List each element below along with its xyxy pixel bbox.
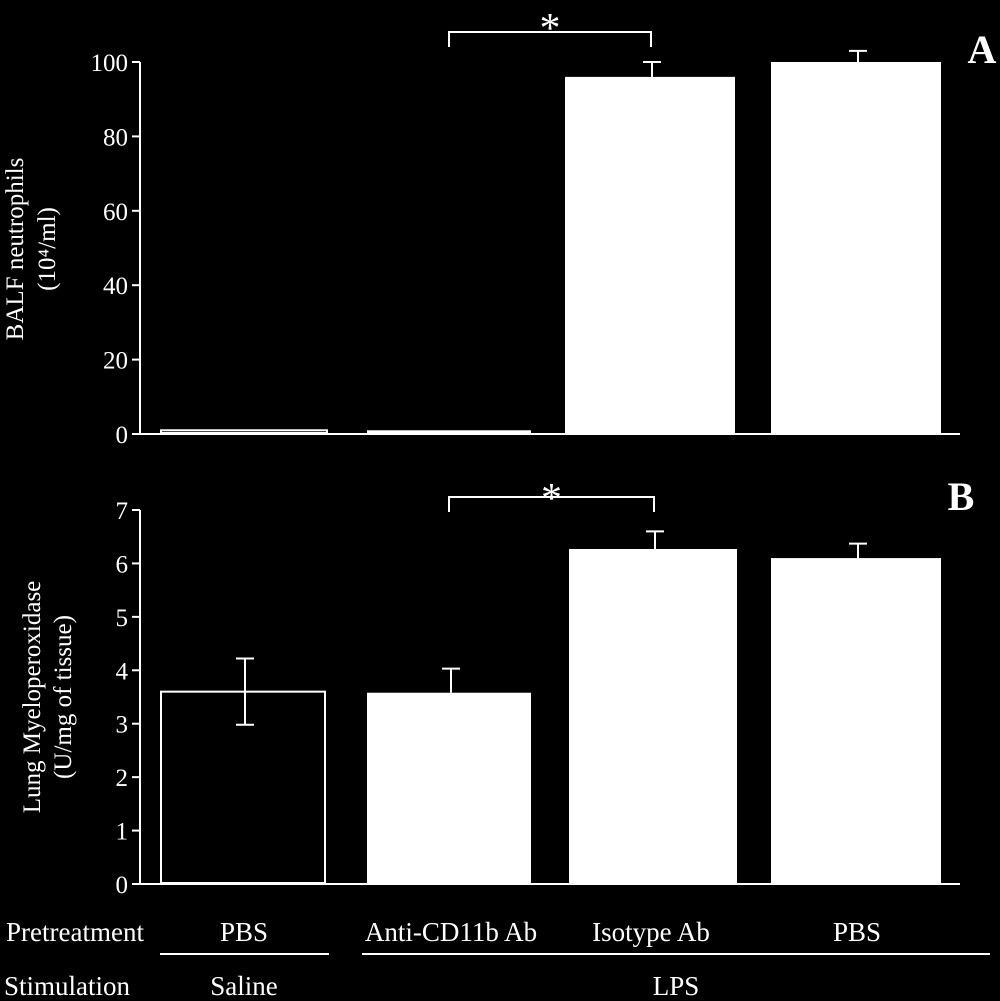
panel-b-ylabel-line2: (U/mg of tissue) bbox=[50, 615, 77, 779]
pretreatment-isotype: Isotype Ab bbox=[592, 917, 710, 947]
panel-a-bar-2 bbox=[367, 430, 531, 434]
panel-a-ytick-label: 60 bbox=[103, 199, 128, 226]
pretreatment-pbs-saline: PBS bbox=[220, 917, 268, 947]
panel-a-ytick-label: 80 bbox=[103, 124, 128, 151]
panel-b: Lung Myeloperoxidase (U/mg of tissue) B … bbox=[19, 474, 974, 899]
panel-b-significance-bracket bbox=[448, 496, 655, 512]
panel-b-ytick-label: 7 bbox=[116, 498, 129, 525]
panel-b-ytick-label: 6 bbox=[116, 551, 129, 578]
panel-a-significance-bracket bbox=[448, 31, 652, 47]
stimulation-row-label: Stimulation bbox=[4, 971, 131, 1001]
panel-b-ytick-label: 0 bbox=[116, 872, 129, 899]
panel-a-label: A bbox=[968, 27, 997, 72]
pretreatment-anti-cd11b: Anti-CD11b Ab bbox=[365, 917, 537, 947]
panel-b-bar-4 bbox=[771, 558, 941, 884]
panel-a-bar-1 bbox=[160, 429, 328, 434]
treatment-table: Pretreatment PBS Anti-CD11b Ab Isotype A… bbox=[4, 917, 990, 1001]
panel-a-ylabel-line1: BALF neutrophils bbox=[2, 158, 29, 341]
panel-a-ytick-label: 100 bbox=[91, 50, 129, 77]
panel-b-ytick-label: 1 bbox=[116, 819, 129, 846]
panel-a-ytick-label: 0 bbox=[116, 422, 129, 449]
panel-a-significance-star: * bbox=[540, 6, 561, 52]
stimulation-lps: LPS bbox=[653, 971, 700, 1001]
panel-b-label: B bbox=[948, 474, 975, 519]
panel-a-ytick-label: 40 bbox=[103, 273, 128, 300]
pretreatment-pbs-lps: PBS bbox=[833, 917, 881, 947]
panel-b-ytick-label: 2 bbox=[116, 765, 129, 792]
panel-b-ylabel-line1: Lung Myeloperoxidase bbox=[19, 581, 46, 814]
stimulation-saline: Saline bbox=[210, 971, 278, 1001]
pretreatment-row-label: Pretreatment bbox=[6, 917, 144, 947]
panel-b-bar-1 bbox=[160, 690, 326, 885]
panel-b-ytick-label: 4 bbox=[116, 658, 129, 685]
panel-a-ylabel-line2: (10⁴/ml) bbox=[34, 207, 61, 291]
panel-a-bar-3 bbox=[565, 76, 735, 434]
panel-b-bar-2 bbox=[367, 692, 531, 884]
panel-b-bar-3 bbox=[569, 549, 737, 884]
panel-a-bar-4 bbox=[771, 62, 941, 434]
panel-a: BALF neutrophils (10⁴/ml) A 0 20 40 60 80 100… bbox=[2, 6, 997, 449]
panel-b-significance-star: * bbox=[541, 476, 562, 522]
panel-b-ytick-label: 3 bbox=[116, 712, 129, 739]
panel-a-ytick-label: 20 bbox=[103, 348, 128, 375]
panel-b-ytick-label: 5 bbox=[116, 605, 129, 632]
